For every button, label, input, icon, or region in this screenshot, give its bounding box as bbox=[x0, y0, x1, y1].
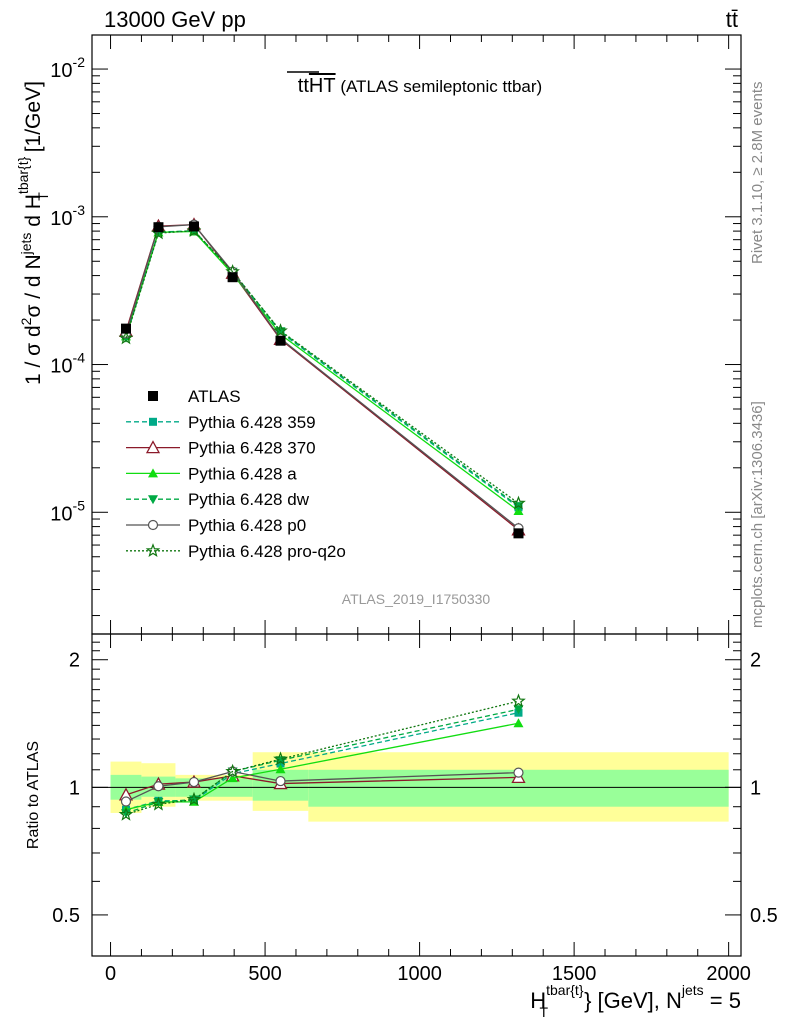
legend-entry: Pythia 6.428 pro-q2o bbox=[126, 542, 346, 561]
data-point bbox=[153, 222, 164, 233]
data-point bbox=[118, 330, 134, 345]
data-point bbox=[511, 495, 526, 510]
data-point bbox=[225, 763, 240, 778]
x-tick-label: 0 bbox=[105, 963, 116, 985]
series-pythia-6-428-a bbox=[120, 226, 524, 516]
main-y-axis-label: 1 / σ d2σ / d Njets d Htbar{t}T [1/GeV] bbox=[15, 81, 51, 385]
data-point bbox=[149, 417, 157, 426]
ratio-series-line bbox=[125, 775, 519, 796]
legend-label: Pythia 6.428 359 bbox=[188, 413, 316, 432]
data-point bbox=[148, 495, 158, 505]
energy-label: 13000 GeV pp bbox=[104, 7, 246, 32]
data-point bbox=[275, 335, 286, 346]
ratio-tick-label-right: 1 bbox=[750, 777, 761, 799]
data-point bbox=[275, 327, 286, 337]
ratio-tick-label-right: 2 bbox=[750, 650, 761, 672]
data-point bbox=[273, 323, 288, 338]
ratio-y-axis-ticks: 2 2 1 1 0.5 0.5 bbox=[52, 641, 778, 927]
data-point bbox=[153, 781, 164, 792]
legend-label: Pythia 6.428 dw bbox=[188, 490, 310, 509]
analysis-id: ATLAS_2019_I1750330 bbox=[342, 591, 491, 607]
legend-label: Pythia 6.428 pro-q2o bbox=[188, 542, 346, 561]
data-point bbox=[227, 272, 238, 283]
ratio-panel-frame bbox=[91, 633, 742, 957]
data-point bbox=[120, 809, 131, 819]
plot-title-overlined: HT bbox=[309, 75, 336, 97]
ratio-tick-label-left: 1 bbox=[69, 777, 80, 799]
rivet-label: Rivet 3.1.10, ≥ 2.8M events bbox=[749, 82, 766, 265]
main-series-group bbox=[118, 217, 526, 539]
y-tick-label: 10-3 bbox=[50, 202, 85, 230]
ratio-y-axis-label: Ratio to ATLAS bbox=[25, 741, 42, 849]
plot-title-prefix: tt bbox=[298, 75, 310, 97]
series-atlas-data bbox=[120, 221, 524, 539]
data-point bbox=[186, 791, 202, 806]
data-point bbox=[145, 440, 161, 454]
main-y-axis-ticks: 10-2 10-3 10-4 10-5 bbox=[50, 54, 741, 617]
series-line bbox=[125, 230, 519, 508]
x-tick-label: 2000 bbox=[706, 963, 751, 985]
legend-label: Pythia 6.428 370 bbox=[188, 439, 316, 458]
x-axis-label: Htbar{t} T} [GeV], Njets = 5 bbox=[530, 982, 741, 1020]
legend-entry: Pythia 6.428 359 bbox=[126, 413, 316, 432]
ratio-series-group bbox=[118, 693, 526, 821]
data-point bbox=[273, 751, 288, 766]
data-point bbox=[147, 519, 159, 531]
legend-entry: ATLAS bbox=[148, 387, 241, 406]
legend-label: ATLAS bbox=[188, 387, 241, 406]
data-point bbox=[511, 693, 526, 708]
legend-label: Pythia 6.428 p0 bbox=[188, 516, 306, 535]
data-point bbox=[227, 773, 238, 783]
data-point bbox=[148, 391, 158, 401]
plot-title-rest: (ATLAS semileptonic ttbar) bbox=[336, 77, 543, 96]
data-point bbox=[513, 718, 524, 728]
x-tick-label: 1000 bbox=[397, 963, 442, 985]
ratio-series-line bbox=[125, 700, 519, 816]
data-point bbox=[151, 796, 166, 811]
data-point bbox=[513, 767, 524, 778]
data-point bbox=[188, 776, 200, 788]
process-label: tt̄ bbox=[726, 7, 738, 32]
data-point bbox=[513, 528, 524, 539]
series-pythia-6-428-dw bbox=[120, 226, 524, 512]
series-line bbox=[125, 223, 519, 531]
x-tick-label: 500 bbox=[248, 963, 281, 985]
ratio-tick-label-left: 0.5 bbox=[52, 905, 80, 927]
legend-label: Pythia 6.428 a bbox=[188, 464, 297, 483]
y-tick-label: 10-4 bbox=[50, 350, 85, 378]
data-point bbox=[118, 806, 134, 821]
legend-entry: Pythia 6.428 dw bbox=[126, 490, 310, 509]
legend: ATLAS Pythia 6.428 359 Pythia 6.428 370 Pyt… bbox=[126, 387, 346, 561]
series-line bbox=[125, 230, 519, 504]
data-point bbox=[145, 543, 161, 558]
legend-entry: Pythia 6.428 p0 bbox=[126, 516, 306, 535]
data-point bbox=[275, 775, 286, 787]
data-point bbox=[148, 468, 158, 478]
data-point bbox=[120, 796, 132, 807]
x-tick-label: 1500 bbox=[552, 963, 597, 985]
data-point bbox=[513, 705, 524, 715]
series-line bbox=[125, 223, 519, 529]
y-tick-label: 10-5 bbox=[50, 497, 85, 525]
ratio-tick-label-right: 0.5 bbox=[750, 905, 778, 927]
data-point bbox=[153, 797, 164, 807]
data-point bbox=[275, 764, 286, 774]
series-line bbox=[125, 230, 519, 507]
ratio-series-line bbox=[125, 770, 519, 803]
data-point bbox=[120, 323, 131, 334]
series-pythia-6-428-370 bbox=[118, 217, 526, 536]
mcplots-label: mcplots.cern.ch [arXiv:1306.3436] bbox=[749, 401, 766, 628]
y-tick-label: 10-2 bbox=[50, 54, 85, 82]
data-point bbox=[188, 221, 199, 232]
ratio-tick-label-left: 2 bbox=[69, 650, 80, 672]
x-axis-ticks: 0 500 1000 1500 2000 bbox=[105, 35, 751, 985]
legend-entry: Pythia 6.428 a bbox=[126, 464, 297, 483]
ratio-series-line bbox=[125, 708, 519, 814]
legend-entry: Pythia 6.428 370 bbox=[126, 439, 316, 458]
ratio-series-pythia-6-428-pro-q2o bbox=[118, 693, 526, 821]
plot-title: ttHT (ATLAS semileptonic ttbar) bbox=[298, 75, 542, 97]
